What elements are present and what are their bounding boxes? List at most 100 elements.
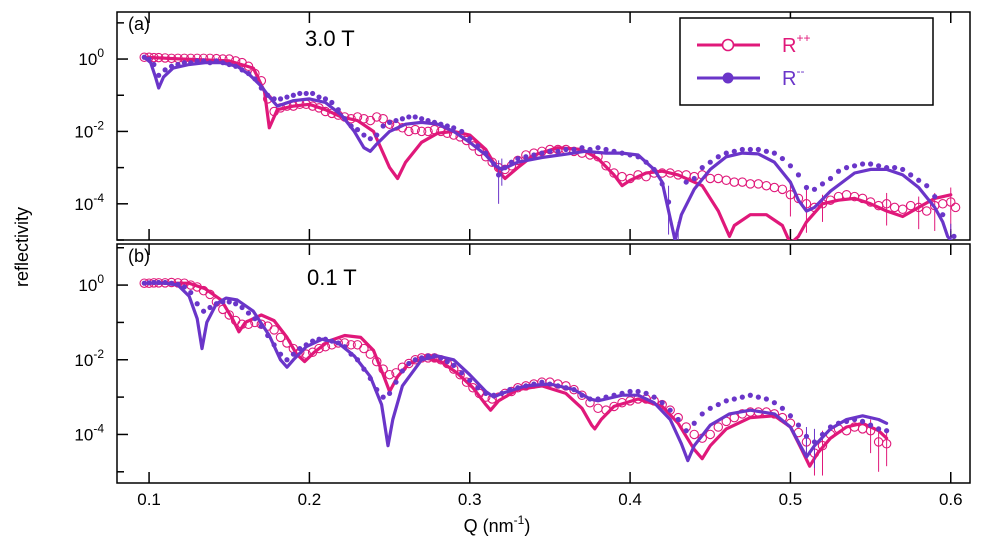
data-point xyxy=(867,422,874,428)
data-point xyxy=(359,343,369,354)
data-point xyxy=(595,145,601,151)
data-point xyxy=(755,394,761,400)
data-point xyxy=(380,123,386,129)
data-point xyxy=(346,340,356,350)
data-point xyxy=(723,150,729,156)
data-point xyxy=(950,202,961,213)
legend-marker xyxy=(721,38,735,52)
y-tick-label-exponent: -2 xyxy=(93,347,104,361)
data-point xyxy=(795,172,802,178)
data-point xyxy=(667,407,673,413)
data-point xyxy=(884,428,890,434)
data-point xyxy=(827,175,834,182)
data-point xyxy=(226,299,232,305)
data-point xyxy=(916,177,922,183)
data-point xyxy=(290,92,296,98)
data-point xyxy=(444,359,450,365)
x-tick-label: 0.1 xyxy=(137,490,161,509)
y-tick-label-base: 10 xyxy=(74,122,93,141)
panel-b-ticks xyxy=(117,244,952,483)
data-point xyxy=(297,90,303,97)
data-point xyxy=(399,116,406,122)
data-point xyxy=(603,146,609,153)
data-point xyxy=(467,377,473,383)
data-point xyxy=(739,394,745,400)
data-point xyxy=(881,199,892,209)
y-tick-label-base: 10 xyxy=(74,195,93,214)
data-point xyxy=(399,368,406,374)
data-point xyxy=(284,357,290,363)
data-point xyxy=(386,119,393,125)
y-tick-label: 10-4 xyxy=(74,191,104,214)
data-point xyxy=(946,197,956,207)
legend-label-base: R xyxy=(782,35,796,57)
legend: R++R-- xyxy=(679,17,934,106)
data-point xyxy=(416,126,427,137)
data-point xyxy=(940,212,946,218)
data-point xyxy=(593,403,603,414)
data-point xyxy=(352,340,363,350)
data-point xyxy=(194,301,200,307)
panel-b-data xyxy=(139,277,892,476)
data-point xyxy=(316,94,322,100)
data-point xyxy=(755,146,761,153)
legend-label: R-- xyxy=(782,64,804,90)
data-point xyxy=(563,146,569,153)
data-point xyxy=(275,332,286,343)
data-point xyxy=(303,90,309,97)
data-point xyxy=(707,159,713,165)
data-point xyxy=(419,116,425,122)
data-point xyxy=(769,182,780,193)
data-point xyxy=(951,233,957,239)
data-point xyxy=(207,304,213,311)
data-point xyxy=(787,163,794,169)
y-axis-title: reflectivity xyxy=(12,207,32,287)
data-point xyxy=(897,204,908,214)
x-tick-label: 0.3 xyxy=(458,490,482,509)
panel-b-tag: (b) xyxy=(128,246,150,266)
data-point xyxy=(547,148,553,154)
data-point xyxy=(451,362,457,368)
data-point xyxy=(188,289,194,296)
data-point xyxy=(643,390,649,396)
data-point xyxy=(913,202,924,213)
x-tick-label: 0.2 xyxy=(298,490,322,509)
x-axis-title-main: Q (nm xyxy=(464,516,514,536)
data-point xyxy=(412,357,418,363)
data-point xyxy=(314,343,324,354)
data-point xyxy=(329,99,335,106)
data-point xyxy=(721,175,732,186)
data-point xyxy=(515,155,521,162)
series-r-minus-minus xyxy=(141,54,957,240)
y-tick-label: 100 xyxy=(78,272,104,295)
data-point xyxy=(747,392,753,398)
legend-marker xyxy=(722,72,734,84)
data-point xyxy=(455,369,465,380)
data-point xyxy=(374,132,380,138)
data-point xyxy=(761,180,772,191)
data-point xyxy=(459,128,465,135)
y-tick-label-base: 10 xyxy=(78,276,97,295)
data-point xyxy=(867,161,874,167)
panel-b-frame xyxy=(116,243,971,484)
data-point xyxy=(771,400,777,406)
data-point xyxy=(889,202,900,213)
y-tick-label-exponent: 0 xyxy=(97,46,104,60)
data-point xyxy=(359,114,369,124)
data-point xyxy=(921,206,932,216)
data-point xyxy=(779,155,786,162)
legend-label-base: R xyxy=(782,68,796,90)
data-point xyxy=(539,150,545,156)
data-point xyxy=(284,94,290,100)
data-point xyxy=(777,184,788,195)
data-point xyxy=(269,325,279,335)
data-point xyxy=(699,411,705,417)
x-tick-label: 0.4 xyxy=(618,490,642,509)
data-point xyxy=(715,154,721,160)
data-point xyxy=(795,422,802,428)
data-point xyxy=(378,114,388,124)
